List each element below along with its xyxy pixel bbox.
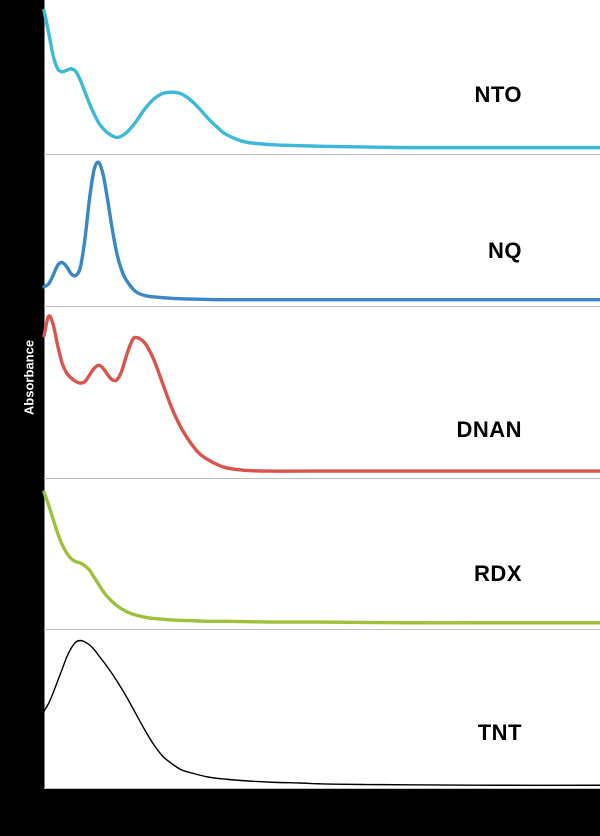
panel-baseline <box>44 478 600 479</box>
panel-label-rdx: RDX <box>474 561 522 586</box>
panel-baseline <box>44 629 600 630</box>
x-tick-label: 200 <box>33 795 55 810</box>
x-tick <box>408 789 410 795</box>
panel-y-spine <box>44 479 45 630</box>
panel-label-nto: NTO <box>474 82 522 107</box>
x-tick-label: 400 <box>215 795 238 810</box>
spectrum-curve-dnan <box>42 314 600 473</box>
bottom-left-band <box>0 789 44 836</box>
panel-baseline <box>44 154 600 155</box>
panel-rdx: RDX <box>42 479 600 630</box>
panel-label-tnt: TNT <box>477 720 522 745</box>
panel-label-nq: NQ <box>488 238 522 263</box>
x-tick <box>499 789 501 795</box>
panel-baseline <box>44 306 600 307</box>
panel-y-spine <box>44 0 45 155</box>
spectrum-curve-rdx <box>42 490 600 625</box>
x-axis-label: Wavelength (nm) <box>277 817 367 829</box>
panel-baseline <box>44 788 600 789</box>
x-tick-label: 500 <box>306 795 329 810</box>
panel-y-spine <box>44 155 45 307</box>
spectrum-curve-nto <box>42 8 600 150</box>
x-tick <box>590 789 592 795</box>
panel-label-dnan: DNAN <box>456 417 522 442</box>
panel-nto: NTO <box>42 0 600 155</box>
x-tick-label: 800 <box>580 795 600 810</box>
x-tick-label: 600 <box>397 795 420 810</box>
x-tick <box>226 789 228 795</box>
x-axis-line <box>44 789 600 791</box>
spectrum-curve-tnt <box>43 639 600 786</box>
left-margin-band <box>0 0 44 836</box>
x-tick <box>44 789 45 795</box>
x-tick <box>317 789 319 795</box>
x-tick-label: 300 <box>124 795 146 810</box>
panel-tnt: TNT <box>43 630 600 789</box>
panel-dnan: DNAN <box>42 307 600 479</box>
y-axis-label: Absorbance <box>21 339 37 416</box>
x-tick-label: 700 <box>488 795 511 810</box>
panel-nq: NQ <box>42 155 600 307</box>
spectrum-curve-nq <box>42 160 600 302</box>
panel-y-spine <box>44 307 45 479</box>
x-tick <box>135 789 137 795</box>
